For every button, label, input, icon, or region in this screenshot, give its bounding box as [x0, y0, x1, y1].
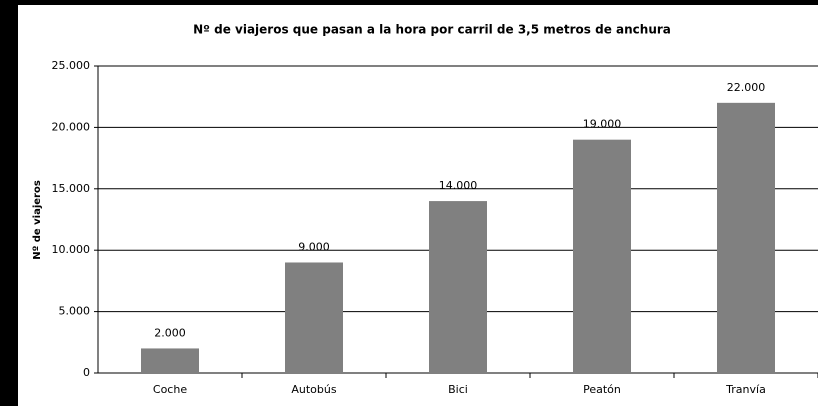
y-tick-label: 5.000 — [59, 305, 91, 318]
bar — [717, 102, 775, 373]
y-tick-label: 10.000 — [52, 243, 91, 256]
value-label: 14.000 — [439, 179, 478, 192]
x-tick-label: Coche — [153, 383, 187, 396]
bar — [141, 348, 199, 373]
x-tick-label: Autobús — [291, 383, 336, 396]
bar — [573, 139, 631, 373]
y-tick-label: 25.000 — [52, 59, 91, 72]
y-tick-label: 0 — [83, 366, 90, 379]
value-label: 19.000 — [583, 118, 622, 131]
x-tick-label: Bici — [448, 383, 468, 396]
value-label: 2.000 — [154, 326, 186, 339]
y-tick-label: 15.000 — [52, 182, 91, 195]
value-label: 22.000 — [727, 81, 766, 94]
chart-background — [18, 5, 818, 406]
x-tick-label: Peatón — [583, 383, 621, 396]
bar — [429, 201, 487, 373]
x-tick-label: Tranvía — [725, 383, 766, 396]
y-axis-label: Nº de viajeros — [32, 180, 43, 260]
y-tick-label: 20.000 — [52, 120, 91, 133]
bar — [285, 262, 343, 373]
chart-title: Nº de viajeros que pasan a la hora por c… — [193, 23, 671, 37]
value-label: 9.000 — [298, 240, 330, 253]
